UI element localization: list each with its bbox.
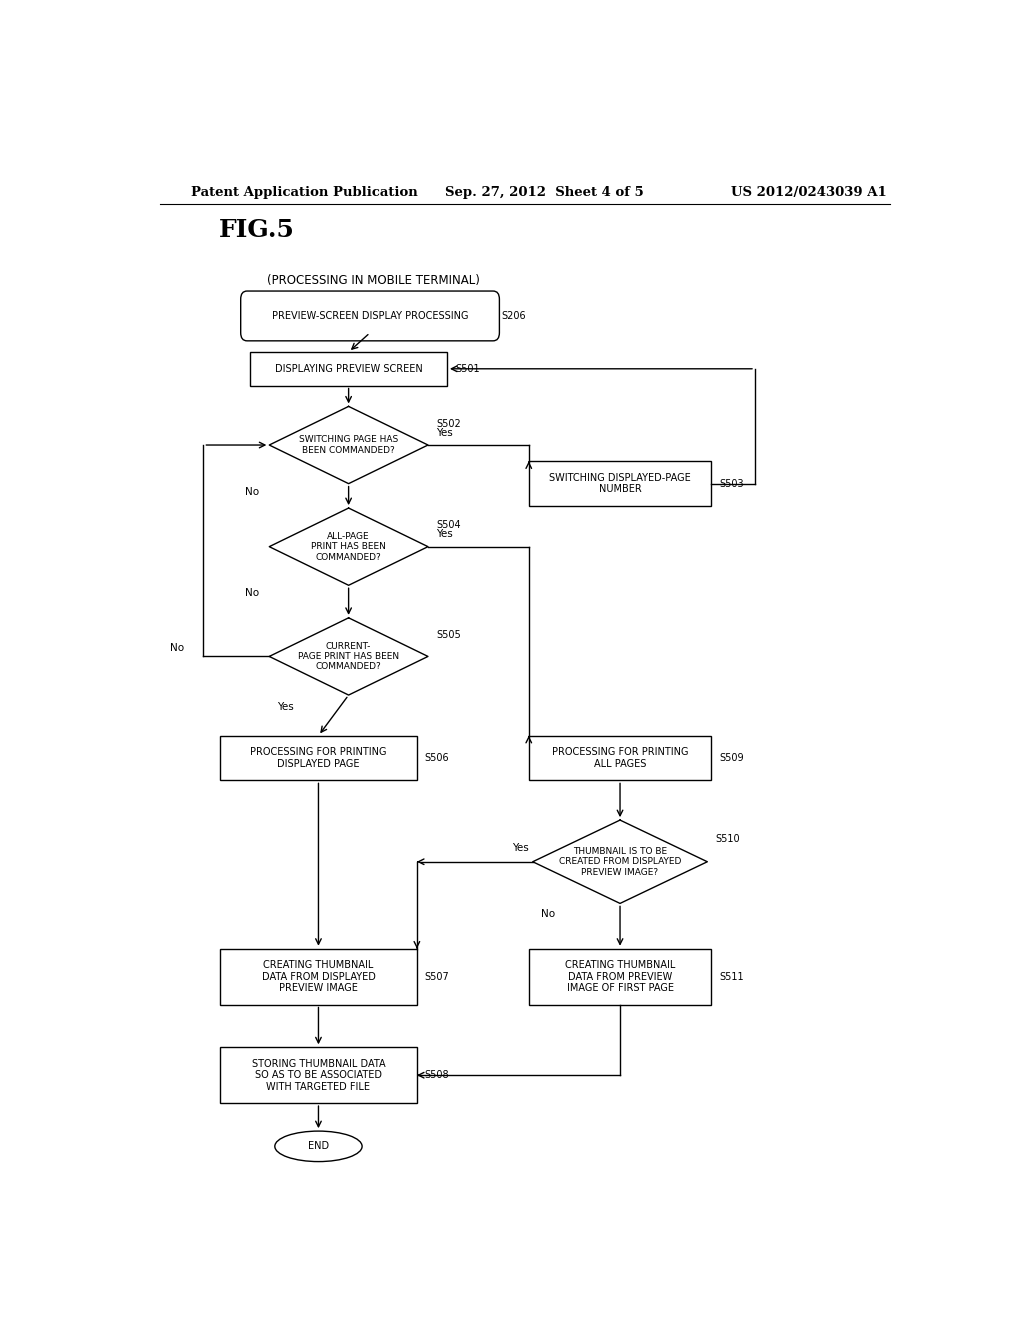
Text: Yes: Yes <box>436 428 453 438</box>
Bar <box>528 949 712 1005</box>
Text: FIG.5: FIG.5 <box>219 218 295 242</box>
Text: CURRENT-
PAGE PRINT HAS BEEN
COMMANDED?: CURRENT- PAGE PRINT HAS BEEN COMMANDED? <box>298 642 399 672</box>
Text: PROCESSING FOR PRINTING
DISPLAYED PAGE: PROCESSING FOR PRINTING DISPLAYED PAGE <box>250 747 387 768</box>
Bar <box>220 949 417 1005</box>
Bar <box>220 735 417 780</box>
Polygon shape <box>532 820 708 903</box>
Text: S503: S503 <box>719 479 743 488</box>
Text: END: END <box>308 1142 329 1151</box>
Bar <box>220 1047 417 1104</box>
Text: S502: S502 <box>436 418 461 429</box>
Text: S206: S206 <box>501 312 525 321</box>
Text: No: No <box>246 487 259 496</box>
Text: CREATING THUMBNAIL
DATA FROM DISPLAYED
PREVIEW IMAGE: CREATING THUMBNAIL DATA FROM DISPLAYED P… <box>261 960 376 993</box>
Text: SWITCHING DISPLAYED-PAGE
NUMBER: SWITCHING DISPLAYED-PAGE NUMBER <box>549 473 691 495</box>
Text: S504: S504 <box>436 520 461 531</box>
Ellipse shape <box>274 1131 362 1162</box>
Text: Yes: Yes <box>278 702 294 713</box>
Polygon shape <box>269 618 428 696</box>
Text: SWITCHING PAGE HAS
BEEN COMMANDED?: SWITCHING PAGE HAS BEEN COMMANDED? <box>299 436 398 454</box>
Text: CREATING THUMBNAIL
DATA FROM PREVIEW
IMAGE OF FIRST PAGE: CREATING THUMBNAIL DATA FROM PREVIEW IMA… <box>565 960 675 993</box>
Text: No: No <box>246 589 259 598</box>
Text: S511: S511 <box>719 972 743 982</box>
Bar <box>528 461 712 506</box>
Text: THUMBNAIL IS TO BE
CREATED FROM DISPLAYED
PREVIEW IMAGE?: THUMBNAIL IS TO BE CREATED FROM DISPLAYE… <box>559 847 681 876</box>
Text: Yes: Yes <box>436 529 453 540</box>
Text: No: No <box>541 908 555 919</box>
Polygon shape <box>269 407 428 483</box>
Text: Sep. 27, 2012  Sheet 4 of 5: Sep. 27, 2012 Sheet 4 of 5 <box>445 186 644 199</box>
Text: No: No <box>170 643 184 653</box>
Text: S509: S509 <box>719 754 743 763</box>
Text: S505: S505 <box>436 630 461 640</box>
Polygon shape <box>269 508 428 585</box>
Bar <box>528 735 712 780</box>
Text: Yes: Yes <box>512 842 528 853</box>
FancyBboxPatch shape <box>241 290 500 341</box>
Text: S501: S501 <box>455 364 479 374</box>
Text: S510: S510 <box>715 834 740 843</box>
Text: ALL-PAGE
PRINT HAS BEEN
COMMANDED?: ALL-PAGE PRINT HAS BEEN COMMANDED? <box>311 532 386 561</box>
Text: (PROCESSING IN MOBILE TERMINAL): (PROCESSING IN MOBILE TERMINAL) <box>267 273 480 286</box>
Text: Patent Application Publication: Patent Application Publication <box>191 186 418 199</box>
Text: DISPLAYING PREVIEW SCREEN: DISPLAYING PREVIEW SCREEN <box>274 364 423 374</box>
Text: STORING THUMBNAIL DATA
SO AS TO BE ASSOCIATED
WITH TARGETED FILE: STORING THUMBNAIL DATA SO AS TO BE ASSOC… <box>252 1059 385 1092</box>
Text: S506: S506 <box>425 754 450 763</box>
Text: US 2012/0243039 A1: US 2012/0243039 A1 <box>731 186 887 199</box>
Text: S508: S508 <box>425 1071 450 1080</box>
Bar <box>250 352 447 385</box>
Text: PROCESSING FOR PRINTING
ALL PAGES: PROCESSING FOR PRINTING ALL PAGES <box>552 747 688 768</box>
Text: PREVIEW-SCREEN DISPLAY PROCESSING: PREVIEW-SCREEN DISPLAY PROCESSING <box>271 312 468 321</box>
Text: S507: S507 <box>425 972 450 982</box>
